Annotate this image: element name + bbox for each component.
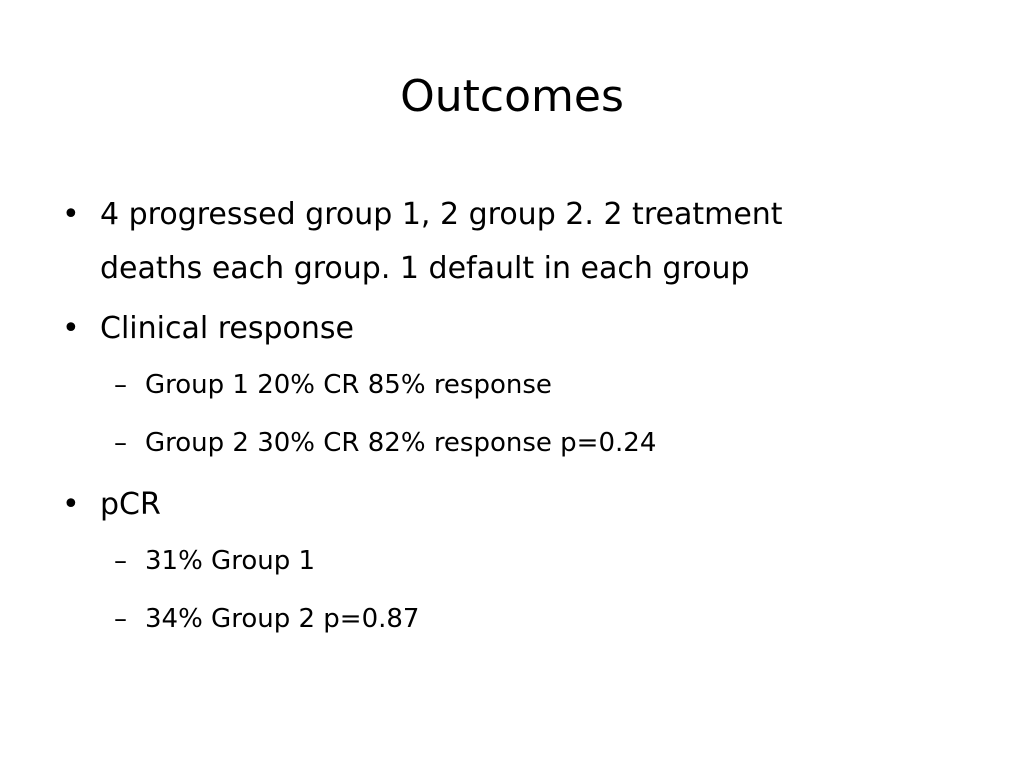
bullet-text: 4 progressed group 1, 2 group 2. 2 treat… (100, 188, 783, 296)
bullet-icon: • (62, 487, 80, 522)
sub-bullet-text: 34% Group 2 p=0.87 (145, 604, 420, 634)
bullet-pcr: • pCR (62, 478, 962, 532)
dash-icon: – (114, 604, 127, 634)
sub-bullet-text: Group 2 30% CR 82% response p=0.24 (145, 428, 657, 458)
slide-body: • 4 progressed group 1, 2 group 2. 2 tre… (62, 188, 962, 648)
dash-icon: – (114, 370, 127, 400)
dash-icon: – (114, 546, 127, 576)
sub-bullet-group-1-pcr: – 31% Group 1 (62, 532, 962, 590)
bullet-clinical-response: • Clinical response (62, 302, 962, 356)
bullet-icon: • (62, 197, 80, 232)
slide-title: Outcomes (400, 71, 624, 122)
bullet-text: pCR (100, 487, 161, 522)
bullet-text: Clinical response (100, 311, 354, 346)
sub-bullet-text: Group 1 20% CR 85% response (145, 370, 552, 400)
bullet-text-line: deaths each group. 1 default in each gro… (100, 251, 750, 286)
dash-icon: – (114, 428, 127, 458)
sub-bullet-text: 31% Group 1 (145, 546, 316, 576)
bullet-progression: • 4 progressed group 1, 2 group 2. 2 tre… (62, 188, 962, 296)
sub-bullet-group-2-response: – Group 2 30% CR 82% response p=0.24 (62, 414, 962, 472)
sub-bullet-group-1-response: – Group 1 20% CR 85% response (62, 356, 962, 414)
bullet-text-line: 4 progressed group 1, 2 group 2. 2 treat… (100, 197, 783, 232)
sub-bullet-group-2-pcr: – 34% Group 2 p=0.87 (62, 590, 962, 648)
bullet-icon: • (62, 311, 80, 346)
